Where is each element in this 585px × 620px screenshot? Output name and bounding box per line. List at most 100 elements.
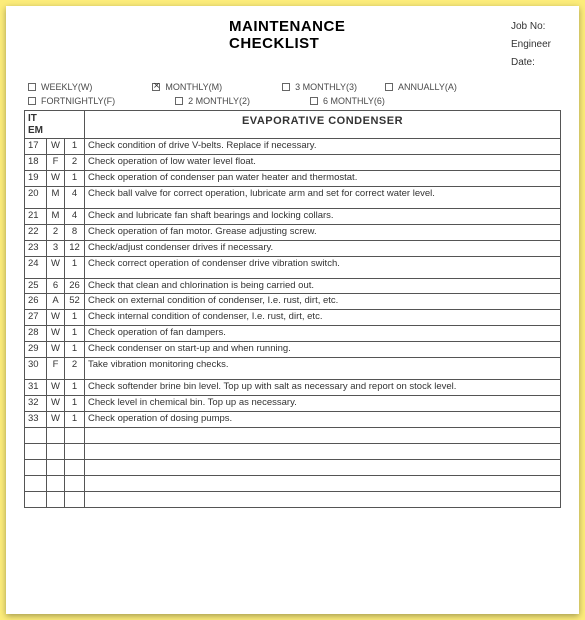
row-count: 1: [65, 396, 85, 412]
row-count: 1: [65, 139, 85, 155]
freq-option[interactable]: 2 MONTHLY(2): [175, 96, 250, 106]
frequency-row-1: WEEKLY(W) MONTHLY(M) 3 MONTHLY(3) ANNUALLY(…: [24, 82, 561, 92]
row-count: 1: [65, 326, 85, 342]
blank-cell: [25, 427, 47, 443]
table-row: 24W1Check correct operation of condenser…: [25, 256, 561, 278]
blank-cell: [65, 427, 85, 443]
header: MAINTENANCE CHECKLIST Job No: Engineer D…: [24, 18, 561, 72]
checkbox-icon[interactable]: [28, 97, 36, 105]
blank-cell: [85, 459, 561, 475]
row-desc: Check that clean and chlorination is bei…: [85, 278, 561, 294]
row-num: 29: [25, 342, 47, 358]
row-desc: Check condenser on start-up and when run…: [85, 342, 561, 358]
row-freq: M: [47, 186, 65, 208]
row-freq: A: [47, 294, 65, 310]
table-row: 30F2Take vibration monitoring checks.: [25, 358, 561, 380]
table-row: 32W1Check level in chemical bin. Top up …: [25, 396, 561, 412]
row-count: 52: [65, 294, 85, 310]
jobno-label: Job No:: [511, 18, 551, 36]
blank-cell: [47, 475, 65, 491]
table-row-blank: [25, 459, 561, 475]
row-freq: W: [47, 256, 65, 278]
row-count: 1: [65, 342, 85, 358]
row-num: 33: [25, 411, 47, 427]
meta-block: Job No: Engineer Date:: [511, 18, 551, 72]
table-row: 31W1Check softender brine bin level. Top…: [25, 380, 561, 396]
blank-cell: [25, 475, 47, 491]
row-desc: Check operation of fan dampers.: [85, 326, 561, 342]
row-count: 1: [65, 380, 85, 396]
blank-cell: [47, 459, 65, 475]
title-block: MAINTENANCE CHECKLIST: [229, 18, 345, 72]
row-freq: W: [47, 139, 65, 155]
table-row: 23312Check/adjust condenser drives if ne…: [25, 240, 561, 256]
table-row: 2228Check operation of fan motor. Grease…: [25, 224, 561, 240]
checkbox-icon[interactable]: [175, 97, 183, 105]
frequency-row-2: FORTNIGHTLY(F) 2 MONTHLY(2) 6 MONTHLY(6): [24, 96, 561, 106]
blank-cell: [85, 491, 561, 507]
blank-cell: [85, 427, 561, 443]
row-freq: 2: [47, 224, 65, 240]
row-freq: W: [47, 396, 65, 412]
row-desc: Check level in chemical bin. Top up as n…: [85, 396, 561, 412]
row-num: 30: [25, 358, 47, 380]
row-freq: W: [47, 411, 65, 427]
row-num: 22: [25, 224, 47, 240]
freq-label: 2 MONTHLY(2): [188, 96, 250, 106]
blank-cell: [85, 475, 561, 491]
table-row: 21M4Check and lubricate fan shaft bearin…: [25, 208, 561, 224]
freq-option[interactable]: FORTNIGHTLY(F): [28, 96, 115, 106]
row-count: 2: [65, 154, 85, 170]
row-desc: Check correct operation of condenser dri…: [85, 256, 561, 278]
row-count: 1: [65, 310, 85, 326]
row-desc: Check softender brine bin level. Top up …: [85, 380, 561, 396]
row-num: 26: [25, 294, 47, 310]
checkbox-icon[interactable]: [28, 83, 36, 91]
row-desc: Check condition of drive V-belts. Replac…: [85, 139, 561, 155]
checkbox-icon[interactable]: [282, 83, 290, 91]
table-row-blank: [25, 427, 561, 443]
checkbox-icon[interactable]: [385, 83, 393, 91]
table-row-blank: [25, 491, 561, 507]
row-count: 1: [65, 170, 85, 186]
row-num: 21: [25, 208, 47, 224]
blank-cell: [85, 443, 561, 459]
freq-option[interactable]: ANNUALLY(A): [385, 82, 457, 92]
freq-option[interactable]: 3 MONTHLY(3): [282, 82, 357, 92]
freq-option[interactable]: MONTHLY(M): [152, 82, 222, 92]
freq-option[interactable]: WEEKLY(W): [28, 82, 92, 92]
checklist-table: IT EM EVAPORATIVE CONDENSER 17W1Check co…: [24, 110, 561, 508]
row-freq: W: [47, 342, 65, 358]
table-row: 28W1Check operation of fan dampers.: [25, 326, 561, 342]
row-count: 1: [65, 411, 85, 427]
freq-label: FORTNIGHTLY(F): [41, 96, 115, 106]
section-title: EVAPORATIVE CONDENSER: [85, 111, 561, 139]
blank-cell: [47, 427, 65, 443]
row-count: 4: [65, 186, 85, 208]
row-count: 12: [65, 240, 85, 256]
row-freq: W: [47, 380, 65, 396]
blank-cell: [65, 475, 85, 491]
row-desc: Check operation of condenser pan water h…: [85, 170, 561, 186]
checkbox-icon[interactable]: [152, 83, 160, 91]
row-num: 18: [25, 154, 47, 170]
row-count: 8: [65, 224, 85, 240]
row-num: 24: [25, 256, 47, 278]
row-num: 17: [25, 139, 47, 155]
freq-label: 3 MONTHLY(3): [295, 82, 357, 92]
row-count: 1: [65, 256, 85, 278]
row-desc: Check and lubricate fan shaft bearings a…: [85, 208, 561, 224]
row-desc: Check ball valve for correct operation, …: [85, 186, 561, 208]
table-row-blank: [25, 443, 561, 459]
checkbox-icon[interactable]: [310, 97, 318, 105]
freq-option[interactable]: 6 MONTHLY(6): [310, 96, 385, 106]
blank-cell: [65, 459, 85, 475]
table-row: 25626Check that clean and chlorination i…: [25, 278, 561, 294]
row-freq: W: [47, 326, 65, 342]
row-desc: Check operation of low water level float…: [85, 154, 561, 170]
table-row: 17W1Check condition of drive V-belts. Re…: [25, 139, 561, 155]
row-desc: Check operation of fan motor. Grease adj…: [85, 224, 561, 240]
table-body: 17W1Check condition of drive V-belts. Re…: [25, 139, 561, 508]
row-freq: W: [47, 170, 65, 186]
table-row: 26A52Check on external condition of cond…: [25, 294, 561, 310]
